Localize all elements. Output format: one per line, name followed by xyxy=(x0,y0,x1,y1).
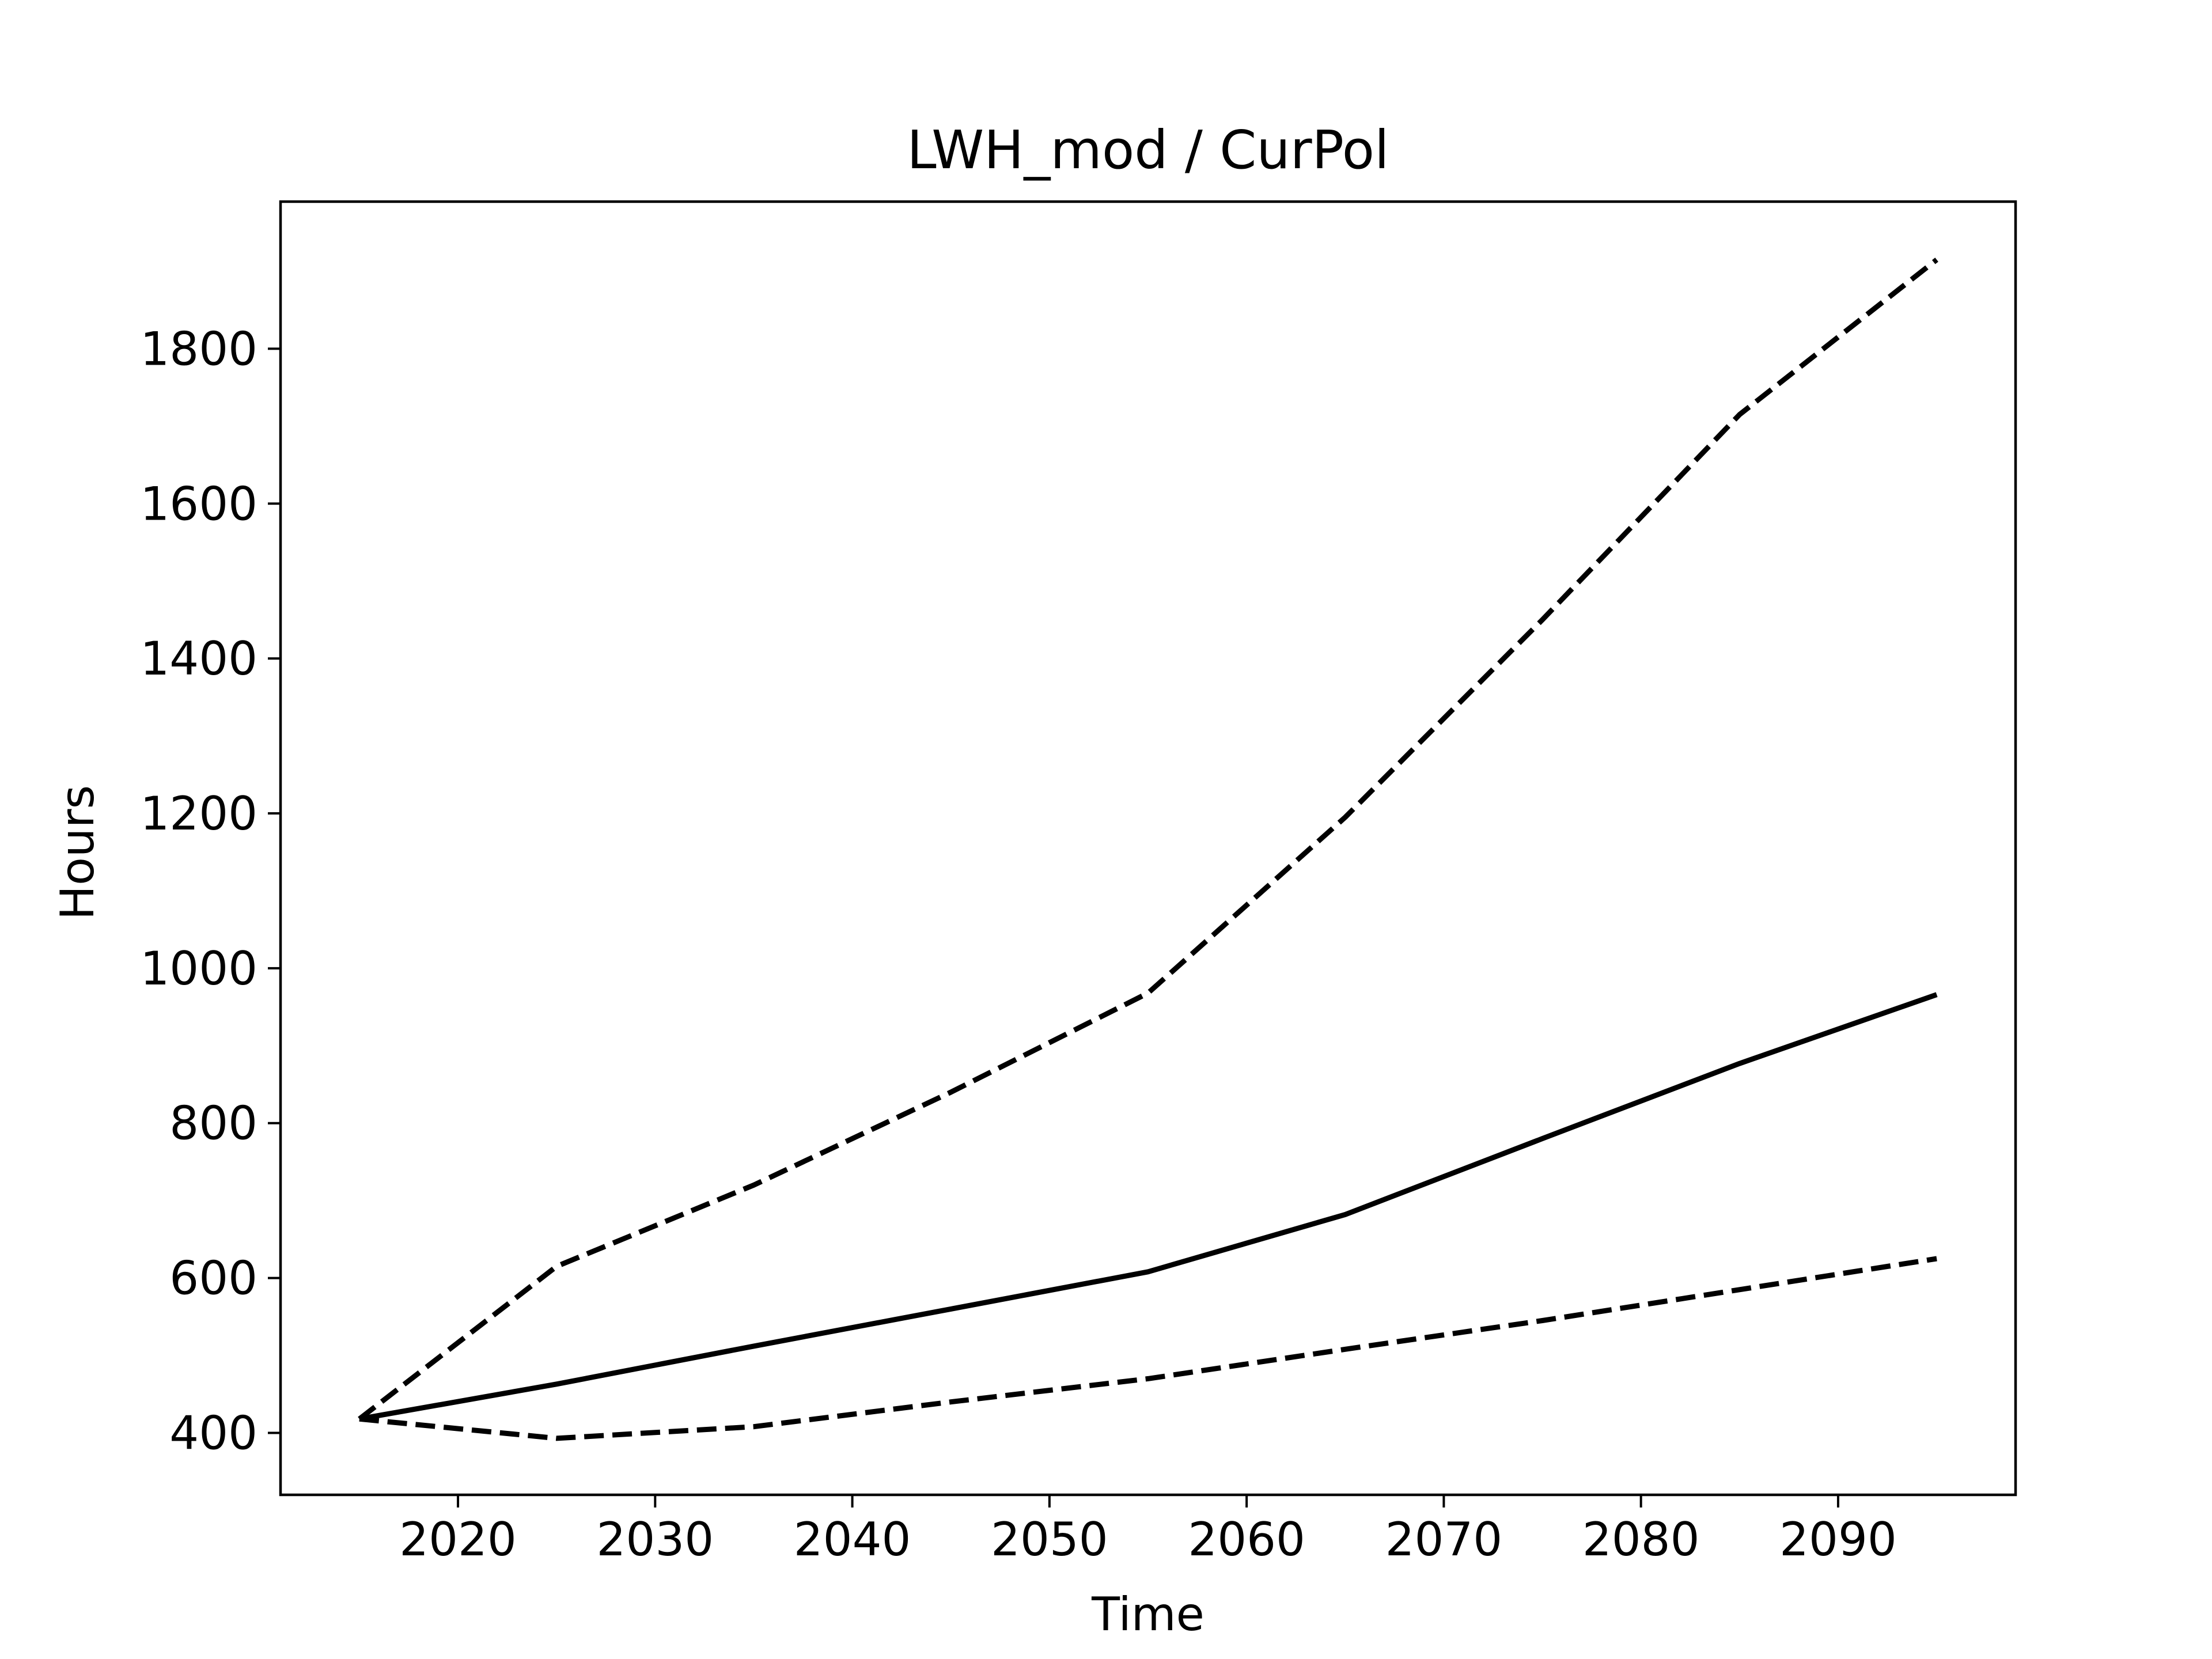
y-tick-label: 800 xyxy=(169,1097,257,1150)
series-lines xyxy=(358,257,1938,1441)
y-tick-label: 1400 xyxy=(140,632,257,685)
median-solid-line xyxy=(359,992,1938,1422)
x-tick-label: 2060 xyxy=(1188,1513,1305,1566)
y-tick-label: 1000 xyxy=(140,942,257,995)
lower-bound-dashed-line xyxy=(359,1256,1937,1441)
y-tick-label: 400 xyxy=(169,1406,257,1460)
x-tick-label: 2090 xyxy=(1779,1513,1897,1566)
x-tick-label: 2040 xyxy=(794,1513,911,1566)
y-tick-label: 1800 xyxy=(140,322,257,376)
upper-bound-dashed-line xyxy=(358,257,1938,1421)
y-tick-label: 600 xyxy=(169,1252,257,1305)
x-tick-label: 2080 xyxy=(1582,1513,1700,1566)
plot-area-frame xyxy=(279,200,2017,1497)
y-tick-label: 1600 xyxy=(140,477,257,531)
axis-ticks: 2020 2030 2040 2050 2060 2070 2080 2090 400 600 80… xyxy=(140,322,1896,1566)
x-axis-label: Time xyxy=(1091,1588,1205,1641)
y-axis-label: Hours xyxy=(51,785,104,920)
chart-title: LWH_mod / CurPol xyxy=(907,119,1389,181)
y-tick-label: 1200 xyxy=(140,787,257,840)
x-tick-label: 2020 xyxy=(399,1513,517,1566)
x-tick-label: 2070 xyxy=(1385,1513,1503,1566)
x-tick-label: 2030 xyxy=(597,1513,714,1566)
x-tick-label: 2050 xyxy=(991,1513,1108,1566)
